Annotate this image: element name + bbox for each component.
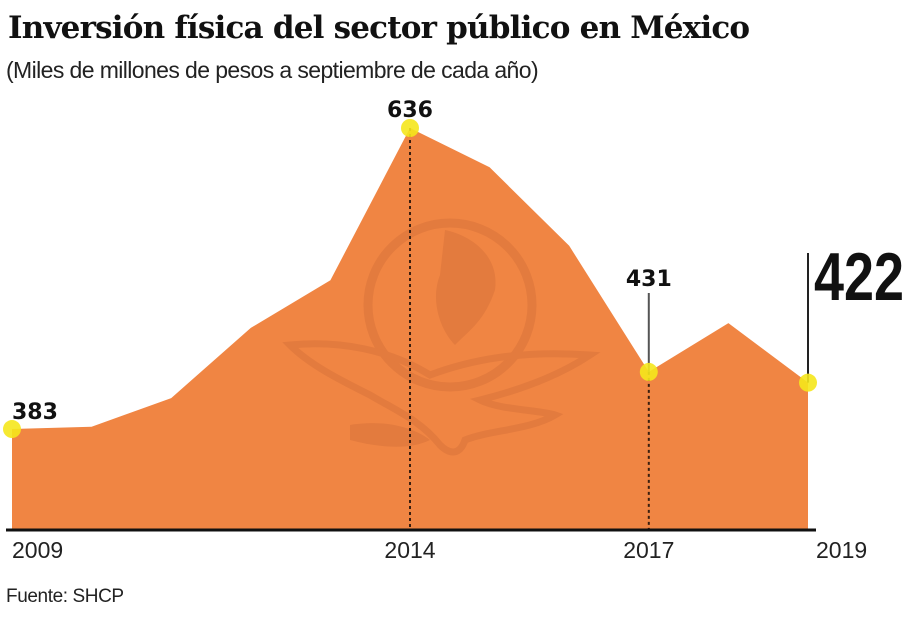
data-point-marker-2019 [799,373,817,392]
data-label-2009: 383 [12,400,58,425]
data-point-marker-2017 [639,362,658,381]
watermark-logo-icon [282,218,601,456]
chart-subtitle: (Miles de millones de pesos a septiembre… [6,57,539,83]
data-label-2019: 422 [814,239,904,315]
data-label-2017: 431 [626,267,672,292]
x-tick-label-2014: 2014 [384,537,435,563]
source-note: Fuente: SHCP [6,586,124,607]
data-label-2014: 636 [387,98,433,123]
data-point-marker-2009 [3,420,21,439]
x-tick-label-2009: 2009 [12,537,63,563]
x-tick-label-2017: 2017 [623,537,674,563]
data-point-marker-2014 [401,119,419,137]
chart-title: Inversión física del sector público en M… [8,10,750,46]
x-tick-label-2019: 2019 [816,537,867,563]
